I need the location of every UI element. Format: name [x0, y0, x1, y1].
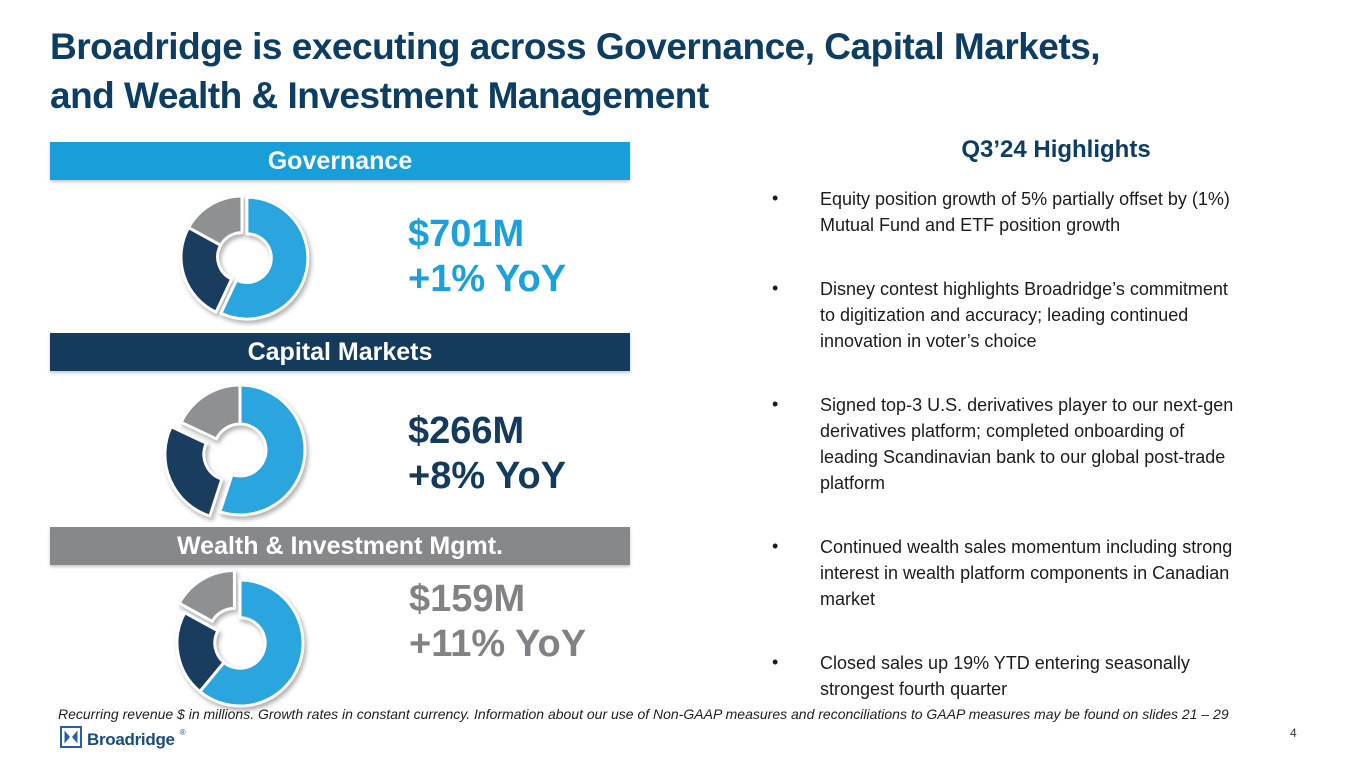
donut-slice: [198, 578, 305, 708]
capital-markets-revenue: $266M: [408, 410, 525, 452]
governance-values: $701M +1% YoY: [408, 212, 566, 302]
segment-band-governance: Governance: [50, 142, 630, 180]
broadridge-logo: Broadridge ®: [60, 726, 186, 753]
wealth-revenue: $159M: [409, 578, 526, 620]
highlights-panel: Q3’24 Highlights • Equity position growt…: [770, 136, 1342, 740]
highlight-text: Continued wealth sales momentum includin…: [820, 537, 1233, 609]
capital-markets-donut-chart: [163, 383, 307, 518]
donut-slice: [179, 383, 242, 441]
donut-slice: [179, 226, 234, 314]
segment-band-capital-markets: Capital Markets: [50, 333, 630, 371]
highlight-bullet-2: • Disney contest highlights Broadridge’s…: [770, 276, 1342, 354]
donut-slice: [175, 611, 226, 694]
broadridge-logo-icon: [60, 726, 82, 753]
capital-markets-values: $266M +8% YoY: [408, 409, 566, 499]
segment-band-wealth: Wealth & Investment Mgmt.: [50, 527, 630, 565]
wealth-donut-chart: [175, 569, 305, 708]
bullet-marker: •: [772, 536, 779, 556]
highlight-text: Closed sales up 19% YTD entering seasona…: [820, 653, 1190, 699]
capital-markets-growth: +8% YoY: [408, 455, 567, 497]
wealth-values: $159M +11% YoY: [409, 577, 586, 667]
donut-slice: [177, 569, 236, 623]
page-title-line2: and Wealth & Investment Management: [50, 75, 709, 116]
page-number: 4: [1290, 726, 1297, 740]
governance-growth: +1% YoY: [408, 258, 567, 300]
donut-slice: [163, 425, 224, 518]
highlight-text: Disney contest highlights Broadridge’s c…: [820, 279, 1228, 351]
highlights-title: Q3’24 Highlights: [961, 136, 1151, 163]
bullet-marker: •: [772, 188, 779, 208]
highlights-list: • Equity position growth of 5% partially…: [770, 186, 1342, 702]
registered-mark: ®: [179, 728, 186, 737]
page-title-line1: Broadridge is executing across Governanc…: [50, 26, 1101, 67]
highlight-bullet-1: • Equity position growth of 5% partially…: [770, 186, 1342, 238]
bullet-marker: •: [772, 652, 779, 672]
highlight-text: Equity position growth of 5% partially o…: [820, 189, 1230, 235]
highlight-bullet-3: • Signed top-3 U.S. derivatives player t…: [770, 392, 1342, 496]
highlight-bullet-5: • Closed sales up 19% YTD entering seaso…: [770, 650, 1342, 702]
bullet-marker: •: [772, 394, 779, 414]
donut-slice: [219, 195, 310, 321]
highlight-text: Signed top-3 U.S. derivatives player to …: [820, 395, 1234, 493]
governance-donut-chart: [179, 194, 310, 321]
governance-revenue: $701M: [408, 213, 525, 255]
bullet-marker: •: [772, 278, 779, 298]
highlight-bullet-4: • Continued wealth sales momentum includ…: [770, 534, 1342, 612]
wealth-growth: +11% YoY: [409, 623, 587, 665]
page-title: Broadridge is executing across Governanc…: [50, 22, 1101, 120]
broadridge-logo-wordmark: Broadridge: [87, 729, 175, 749]
donut-slice: [187, 194, 244, 247]
footnote: Recurring revenue $ in millions. Growth …: [58, 706, 1229, 722]
